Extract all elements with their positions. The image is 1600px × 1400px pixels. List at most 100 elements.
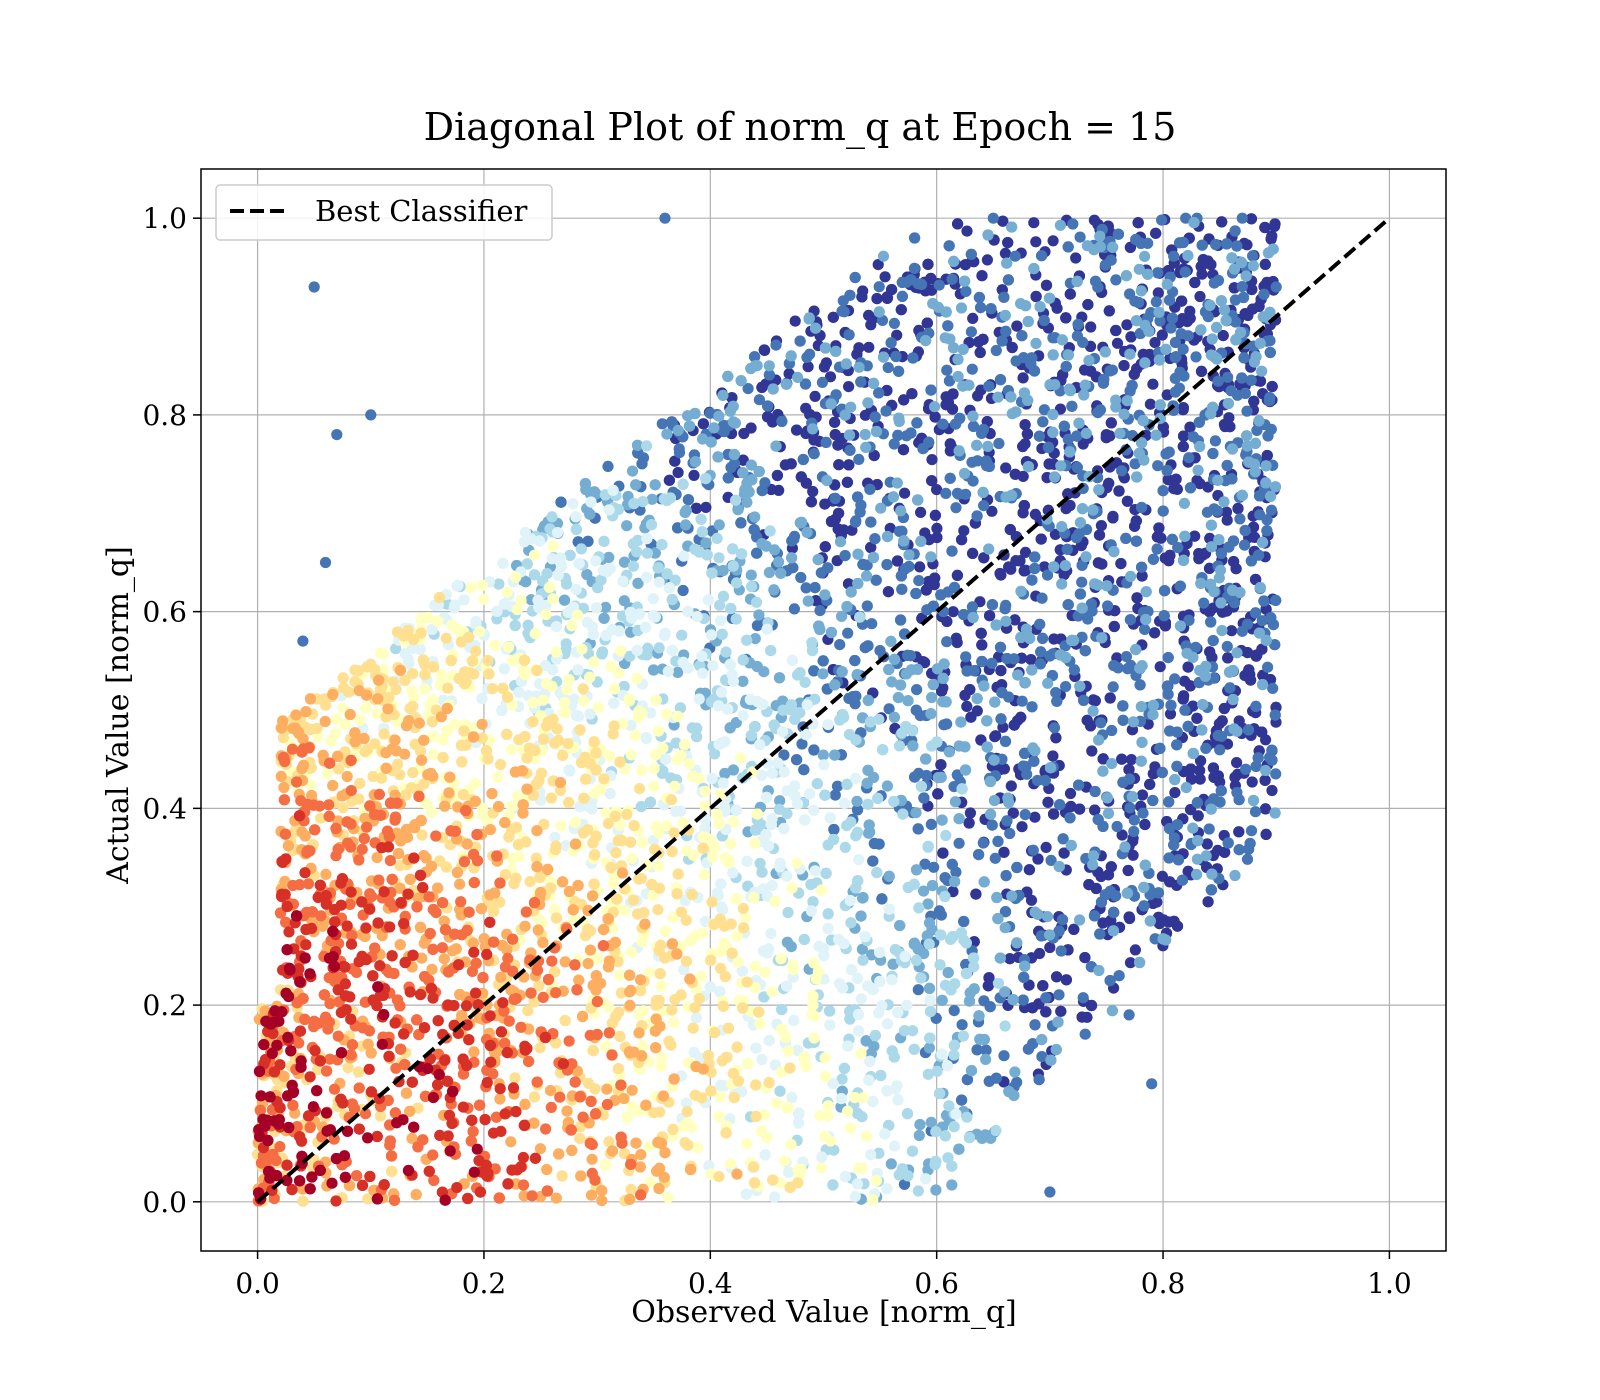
scatter-point xyxy=(868,449,880,462)
scatter-point xyxy=(672,466,684,479)
scatter-point xyxy=(1050,687,1062,699)
scatter-point xyxy=(1164,876,1176,888)
scatter-point xyxy=(998,846,1010,858)
scatter-point xyxy=(912,943,924,955)
scatter-point xyxy=(910,587,922,600)
scatter-point xyxy=(967,410,979,422)
scatter-point xyxy=(840,358,852,370)
scatter-point xyxy=(1163,852,1175,864)
scatter-point xyxy=(1204,606,1216,618)
scatter-point xyxy=(967,312,979,324)
scatter-point xyxy=(718,426,730,438)
scatter-point xyxy=(901,1108,914,1120)
scatter-point xyxy=(1256,365,1268,377)
scatter-point xyxy=(1156,766,1168,779)
scatter-point xyxy=(849,271,861,284)
scatter-point xyxy=(971,693,983,705)
scatter-point xyxy=(1212,375,1224,387)
scatter-point xyxy=(914,561,926,573)
scatter-point xyxy=(680,504,692,517)
scatter-point xyxy=(1254,490,1266,502)
scatter-point xyxy=(1133,447,1145,459)
scatter-point xyxy=(546,511,558,523)
scatter-point xyxy=(741,496,753,508)
scatter-point xyxy=(725,461,737,474)
scatter-point xyxy=(1002,274,1015,286)
scatter-point xyxy=(912,823,924,835)
scatter-point xyxy=(904,650,917,662)
scatter-point xyxy=(1187,431,1199,443)
scatter-point xyxy=(802,361,814,373)
scatter-point xyxy=(789,315,801,327)
scatter-point xyxy=(716,628,728,640)
scatter-point xyxy=(865,541,877,554)
scatter-point xyxy=(1065,839,1077,852)
scatter-point xyxy=(998,763,1010,775)
scatter-point xyxy=(1095,520,1107,532)
scatter-point xyxy=(1270,768,1282,780)
scatter-point xyxy=(789,713,801,725)
scatter-point xyxy=(1049,528,1061,541)
scatter-point xyxy=(842,627,854,639)
scatter-point xyxy=(992,835,1004,848)
scatter-point xyxy=(1171,819,1183,831)
scatter-point xyxy=(1051,971,1063,983)
scatter-point xyxy=(974,346,986,359)
scatter-point xyxy=(1244,837,1256,850)
scatter-point xyxy=(1207,447,1219,460)
scatter-point xyxy=(888,438,900,450)
scatter-point xyxy=(885,1158,897,1170)
scatter-point xyxy=(1238,352,1250,364)
scatter-point xyxy=(788,533,800,545)
scatter-point xyxy=(1042,677,1054,689)
scatter-point xyxy=(829,492,841,504)
scatter-point xyxy=(1231,240,1243,252)
scatter-point xyxy=(1169,372,1181,384)
scatter-point xyxy=(852,577,864,590)
scatter-point xyxy=(1231,647,1243,659)
scatter-point xyxy=(993,437,1005,450)
scatter-point xyxy=(990,1072,1002,1084)
scatter-point xyxy=(926,740,938,752)
scatter-point xyxy=(1222,397,1234,410)
scatter-point xyxy=(1266,380,1278,393)
scatter-point xyxy=(811,778,823,790)
scatter-point xyxy=(1107,681,1119,693)
scatter-point xyxy=(1267,682,1279,695)
scatter-point xyxy=(756,866,768,878)
scatter-point xyxy=(883,870,895,882)
scatter-point xyxy=(1220,314,1232,327)
scatter-point xyxy=(927,678,939,691)
scatter-point xyxy=(999,247,1012,259)
scatter-point xyxy=(925,818,937,831)
scatter-point xyxy=(1070,532,1083,544)
scatter-point xyxy=(989,852,1001,864)
scatter-point xyxy=(1039,774,1051,787)
scatter-point xyxy=(1184,421,1196,433)
scatter-point xyxy=(319,556,332,569)
scatter-point xyxy=(918,657,931,669)
scatter-point xyxy=(857,954,869,966)
scatter-point xyxy=(1070,252,1082,264)
scatter-point xyxy=(892,429,904,441)
scatter-point xyxy=(749,824,762,836)
scatter-point xyxy=(1159,585,1171,597)
scatter-point xyxy=(1241,239,1253,251)
scatter-point xyxy=(1241,647,1254,659)
scatter-point xyxy=(935,759,947,771)
scatter-point xyxy=(1029,562,1041,575)
scatter-point xyxy=(1247,260,1259,272)
scatter-point xyxy=(1169,386,1182,398)
scatter-point xyxy=(1204,532,1216,545)
scatter-point xyxy=(1005,391,1017,403)
scatter-point xyxy=(941,636,953,648)
scatter-point xyxy=(798,764,810,776)
scatter-point xyxy=(1138,881,1150,894)
scatter-point xyxy=(1130,535,1142,547)
scatter-point xyxy=(1261,525,1273,537)
scatter-point xyxy=(1216,216,1228,228)
scatter-point xyxy=(915,535,927,548)
scatter-point xyxy=(1262,661,1274,673)
scatter-point xyxy=(1195,577,1207,590)
scatter-point xyxy=(1017,372,1029,384)
